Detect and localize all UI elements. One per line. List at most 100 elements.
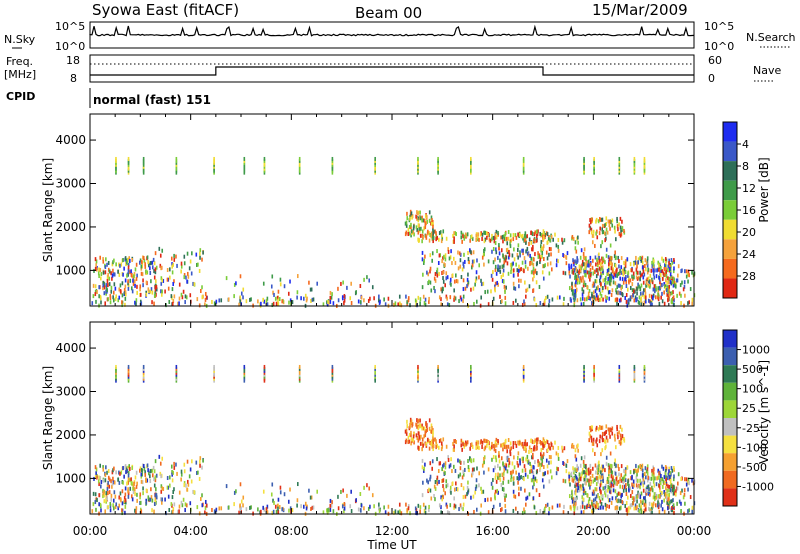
power-cell xyxy=(602,297,604,302)
velocity-cell xyxy=(140,479,143,484)
power-cell xyxy=(201,285,203,290)
colorbar-swatch xyxy=(723,122,737,142)
power-cell xyxy=(565,255,568,260)
power-cell xyxy=(160,266,162,271)
velocity-cell xyxy=(563,504,565,509)
colorbar-swatch xyxy=(723,239,737,259)
velocity-cell xyxy=(492,468,495,473)
power-cell xyxy=(149,261,152,266)
velocity-cell xyxy=(558,503,561,508)
power-cell xyxy=(349,296,352,301)
velocity-cell xyxy=(640,510,643,515)
velocity-cell xyxy=(150,487,152,492)
power-cell xyxy=(631,268,633,273)
velocity-cell xyxy=(654,503,657,508)
velocity-cell xyxy=(680,509,682,514)
velocity-cell xyxy=(488,445,491,450)
velocity-cell xyxy=(648,490,651,495)
velocity-cell xyxy=(451,469,453,474)
velocity-cell xyxy=(467,480,469,485)
power-cell xyxy=(636,291,638,296)
velocity-cell xyxy=(260,509,262,514)
power-cell xyxy=(580,276,582,281)
power-cell xyxy=(660,268,662,273)
velocity-cell xyxy=(540,463,542,468)
velocity-cell xyxy=(638,509,641,514)
power-cell xyxy=(604,238,606,243)
velocity-cell xyxy=(422,426,425,431)
power-cell xyxy=(398,294,401,299)
power-cell xyxy=(574,259,576,264)
power-cell xyxy=(584,282,587,287)
power-cell xyxy=(647,276,650,281)
power-cell xyxy=(528,241,530,246)
velocity-cell xyxy=(350,509,353,514)
velocity-cell xyxy=(684,501,686,506)
power-cell xyxy=(607,290,610,295)
power-cell xyxy=(663,301,666,306)
velocity-cell xyxy=(105,491,108,496)
power-cell xyxy=(613,272,616,277)
power-cell xyxy=(423,218,426,223)
velocity-cell xyxy=(664,494,667,499)
velocity-cell xyxy=(180,500,183,505)
velocity-cell xyxy=(588,497,591,502)
velocity-cell xyxy=(580,456,583,461)
x-tick-label: 16:00 xyxy=(475,524,510,538)
colorbar-swatch xyxy=(723,278,737,298)
velocity-cell xyxy=(126,481,128,486)
velocity-cell xyxy=(160,484,163,489)
power-cell xyxy=(433,285,435,290)
power-cell xyxy=(263,299,266,304)
power-cell xyxy=(428,218,431,223)
velocity-cell xyxy=(524,446,526,451)
power-cell xyxy=(92,294,95,299)
power-cell xyxy=(298,156,301,161)
velocity-cell xyxy=(462,442,464,447)
velocity-cell xyxy=(623,475,626,480)
power-cell xyxy=(425,234,427,239)
power-cell xyxy=(296,295,298,300)
power-cell xyxy=(530,270,533,275)
velocity-cell xyxy=(589,480,592,485)
velocity-cell xyxy=(467,465,470,470)
power-cell xyxy=(574,276,576,281)
velocity-cell xyxy=(418,446,421,451)
power-cell xyxy=(160,289,162,294)
power-cell xyxy=(673,280,676,285)
power-cell xyxy=(644,291,647,296)
velocity-cell xyxy=(685,482,688,487)
power-cell xyxy=(614,229,616,234)
velocity-cell xyxy=(487,467,490,472)
nsearch-tick-top: 10^5 xyxy=(704,20,734,33)
velocity-cell xyxy=(614,471,617,476)
power-cell xyxy=(648,298,650,303)
power-cell xyxy=(542,244,545,249)
power-cell xyxy=(463,252,465,257)
velocity-cell xyxy=(649,507,651,512)
x-tick-label: 08:00 xyxy=(274,524,309,538)
velocity-cell xyxy=(476,466,478,471)
power-cell xyxy=(632,271,635,276)
power-cell xyxy=(271,274,274,279)
power-cell xyxy=(618,259,620,264)
velocity-cell xyxy=(149,469,152,474)
power-cell xyxy=(641,260,644,265)
power-cell xyxy=(618,271,621,276)
velocity-cell xyxy=(98,482,100,487)
velocity-cell xyxy=(582,459,585,464)
power-cell xyxy=(147,287,150,292)
velocity-cell xyxy=(417,431,420,436)
power-cell xyxy=(646,270,649,275)
velocity-cell xyxy=(201,503,204,508)
power-cell xyxy=(660,265,662,270)
velocity-cell xyxy=(502,447,504,452)
velocity-cell xyxy=(453,447,455,452)
power-cell xyxy=(573,298,576,303)
power-cell xyxy=(676,278,679,283)
velocity-cell xyxy=(462,502,465,507)
power-cell xyxy=(502,279,505,284)
power-cell xyxy=(657,267,659,272)
velocity-cell xyxy=(178,490,181,495)
velocity-ylabel: Slant Range [km] xyxy=(41,366,55,470)
